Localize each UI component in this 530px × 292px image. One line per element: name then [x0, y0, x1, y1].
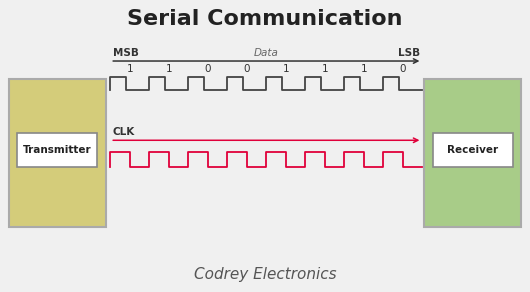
Text: Transmitter: Transmitter — [23, 145, 92, 155]
FancyBboxPatch shape — [433, 133, 513, 168]
Text: LSB: LSB — [398, 48, 420, 58]
Text: Data: Data — [254, 48, 279, 58]
Text: 1: 1 — [282, 64, 289, 74]
FancyBboxPatch shape — [424, 79, 521, 227]
Text: Receiver: Receiver — [447, 145, 498, 155]
Text: 1: 1 — [360, 64, 367, 74]
Text: 0: 0 — [205, 64, 211, 74]
Text: 1: 1 — [165, 64, 172, 74]
Text: 0: 0 — [400, 64, 406, 74]
Text: Serial Communication: Serial Communication — [127, 9, 403, 29]
FancyBboxPatch shape — [17, 133, 97, 168]
Text: Codrey Electronics: Codrey Electronics — [193, 267, 337, 282]
Text: MSB: MSB — [113, 48, 139, 58]
Text: CLK: CLK — [113, 127, 135, 137]
Text: 1: 1 — [127, 64, 133, 74]
Text: 0: 0 — [244, 64, 250, 74]
Text: 1: 1 — [322, 64, 328, 74]
FancyBboxPatch shape — [9, 79, 106, 227]
